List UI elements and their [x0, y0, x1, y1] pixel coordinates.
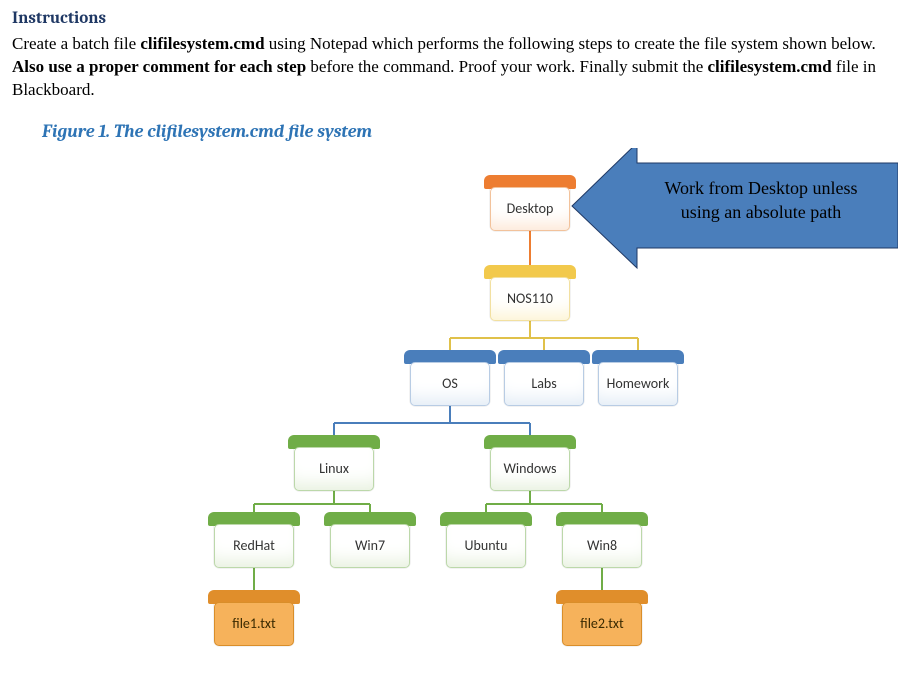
figure-caption: Figure 1. The clifilesystem.cmd file sys…: [42, 120, 898, 144]
node-file1: file1.txt: [214, 598, 294, 646]
node-homework-label: Homework: [598, 362, 678, 406]
node-win8: Win8: [562, 520, 642, 568]
conn-linux-tee: [254, 491, 370, 512]
callout-line-2: using an absolute path: [630, 200, 892, 224]
instructions-heading: Instructions: [12, 8, 898, 31]
para-text-1: Create a batch file: [12, 34, 140, 53]
node-file2-label: file2.txt: [562, 602, 642, 646]
para-bold-filename-2: clifilesystem.cmd: [708, 57, 832, 76]
node-nos110-label: NOS110: [490, 277, 570, 321]
node-desktop: Desktop: [490, 183, 570, 231]
node-homework: Homework: [598, 358, 678, 406]
node-windows-label: Windows: [490, 447, 570, 491]
node-desktop-label: Desktop: [490, 187, 570, 231]
node-nos110: NOS110: [490, 273, 570, 321]
para-text-3: before the command. Proof your work. Fin…: [306, 57, 707, 76]
node-labs: Labs: [504, 358, 584, 406]
node-linux: Linux: [294, 443, 374, 491]
node-os-label: OS: [410, 362, 490, 406]
para-bold-comment: Also use a proper comment for each step: [12, 57, 306, 76]
node-win8-label: Win8: [562, 524, 642, 568]
node-redhat: RedHat: [214, 520, 294, 568]
connectors-svg: [12, 148, 898, 668]
node-os: OS: [410, 358, 490, 406]
callout-line-1: Work from Desktop unless: [630, 176, 892, 200]
callout-text: Work from Desktop unless using an absolu…: [630, 176, 892, 225]
node-linux-label: Linux: [294, 447, 374, 491]
node-windows: Windows: [490, 443, 570, 491]
para-text-2: using Notepad which performs the followi…: [265, 34, 876, 53]
node-ubuntu: Ubuntu: [446, 520, 526, 568]
node-file2: file2.txt: [562, 598, 642, 646]
conn-os-tee: [334, 406, 530, 435]
node-win7-label: Win7: [330, 524, 410, 568]
para-bold-filename-1: clifilesystem.cmd: [140, 34, 264, 53]
instructions-paragraph: Create a batch file clifilesystem.cmd us…: [12, 33, 892, 102]
conn-windows-tee: [486, 491, 602, 512]
node-ubuntu-label: Ubuntu: [446, 524, 526, 568]
conn-nos110-tee: [450, 321, 638, 350]
diagram-canvas: Work from Desktop unless using an absolu…: [12, 148, 898, 668]
node-win7: Win7: [330, 520, 410, 568]
node-redhat-label: RedHat: [214, 524, 294, 568]
node-labs-label: Labs: [504, 362, 584, 406]
node-file1-label: file1.txt: [214, 602, 294, 646]
